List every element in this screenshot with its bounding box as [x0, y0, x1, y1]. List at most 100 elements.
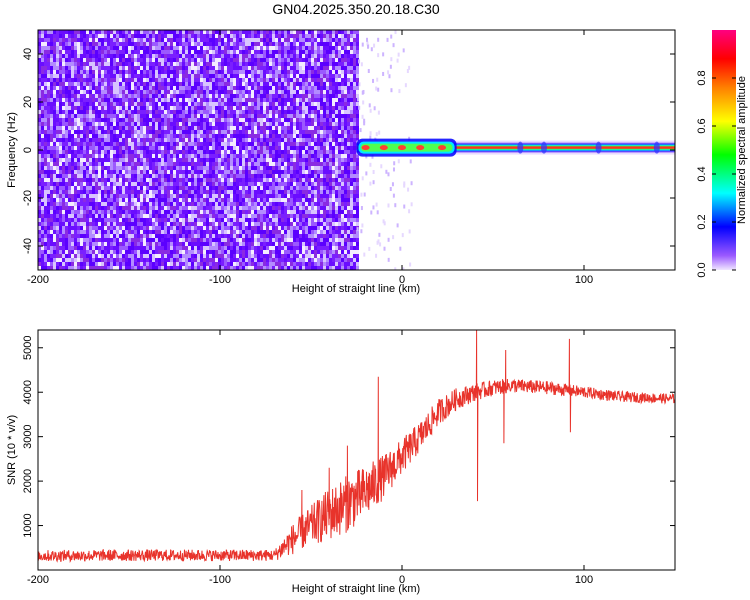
- noise-cell: [212, 74, 215, 78]
- noise-cell: [263, 166, 266, 170]
- noise-cell: [284, 74, 287, 78]
- noise-cell: [41, 234, 44, 238]
- noise-cell: [236, 94, 239, 98]
- noise-cell: [185, 110, 188, 114]
- noise-cell: [98, 102, 101, 106]
- noise-cell: [209, 102, 212, 106]
- noise-cell: [188, 138, 191, 142]
- noise-cell: [218, 130, 221, 134]
- noise-cell: [158, 166, 161, 170]
- noise-cell: [122, 78, 125, 82]
- noise-cell: [188, 254, 191, 258]
- noise-cell: [221, 214, 224, 218]
- noise-cell: [113, 150, 116, 154]
- noise-cell: [188, 222, 191, 226]
- noise-cell: [218, 190, 221, 194]
- noise-cell: [83, 230, 86, 234]
- noise-cell: [236, 262, 239, 266]
- noise-cell: [101, 262, 104, 266]
- noise-cell: [212, 134, 215, 138]
- noise-cell: [191, 90, 194, 94]
- noise-cell: [164, 222, 167, 226]
- noise-cell: [137, 110, 140, 114]
- noise-cell: [50, 178, 53, 182]
- noise-cell: [206, 130, 209, 134]
- noise-cell: [155, 166, 158, 170]
- noise-cell: [164, 170, 167, 174]
- noise-cell: [251, 210, 254, 214]
- noise-cell: [236, 258, 239, 262]
- noise-cell: [74, 134, 77, 138]
- noise-cell: [116, 46, 119, 50]
- noise-cell: [131, 238, 134, 242]
- noise-cell: [140, 142, 143, 146]
- noise-cell: [68, 34, 71, 38]
- noise-cell: [275, 122, 278, 126]
- noise-cell: [128, 70, 131, 74]
- noise-cell: [185, 238, 188, 242]
- noise-cell: [95, 130, 98, 134]
- noise-cell: [215, 134, 218, 138]
- noise-cell: [137, 66, 140, 70]
- noise-cell: [254, 258, 257, 262]
- noise-cell: [152, 90, 155, 94]
- noise-cell: [131, 114, 134, 118]
- noise-cell: [53, 98, 56, 102]
- noise-cell: [68, 154, 71, 158]
- noise-cell: [98, 258, 101, 262]
- noise-cell: [188, 166, 191, 170]
- noise-cell: [179, 134, 182, 138]
- noise-cell: [215, 234, 218, 238]
- noise-cell: [167, 94, 170, 98]
- noise-cell: [245, 242, 248, 246]
- noise-cell: [149, 30, 152, 34]
- noise-cell: [179, 170, 182, 174]
- noise-cell: [185, 54, 188, 58]
- noise-cell: [182, 106, 185, 110]
- noise-cell: [173, 50, 176, 54]
- noise-cell: [212, 158, 215, 162]
- noise-cell: [269, 190, 272, 194]
- noise-cell: [74, 178, 77, 182]
- noise-cell: [107, 46, 110, 50]
- noise-cell: [263, 206, 266, 210]
- noise-cell: [269, 238, 272, 242]
- noise-cell: [149, 198, 152, 202]
- noise-cell: [68, 226, 71, 230]
- noise-cell: [164, 162, 167, 166]
- noise-cell: [215, 166, 218, 170]
- noise-cell: [260, 258, 263, 262]
- noise-cell: [248, 254, 251, 258]
- noise-cell: [65, 254, 68, 258]
- noise-cell: [239, 170, 242, 174]
- noise-cell: [140, 46, 143, 50]
- noise-cell: [254, 186, 257, 190]
- noise-cell: [179, 254, 182, 258]
- noise-cell: [62, 122, 65, 126]
- noise-cell: [281, 194, 284, 198]
- noise-cell: [236, 206, 239, 210]
- noise-cell: [113, 238, 116, 242]
- noise-cell: [194, 70, 197, 74]
- noise-cell: [191, 194, 194, 198]
- noise-cell: [212, 70, 215, 74]
- noise-cell: [176, 90, 179, 94]
- noise-cell: [203, 102, 206, 106]
- noise-cell: [212, 202, 215, 206]
- noise-cell: [194, 94, 197, 98]
- noise-cell: [254, 246, 257, 250]
- noise-cell: [266, 142, 269, 146]
- noise-cell: [56, 210, 59, 214]
- noise-cell: [71, 258, 74, 262]
- noise-cell: [209, 150, 212, 154]
- noise-cell: [167, 38, 170, 42]
- noise-cell: [278, 238, 281, 242]
- noise-cell: [161, 158, 164, 162]
- noise-cell: [98, 262, 101, 266]
- noise-cell: [266, 102, 269, 106]
- noise-cell: [197, 230, 200, 234]
- noise-cell: [203, 106, 206, 110]
- noise-cell: [116, 114, 119, 118]
- noise-cell: [248, 262, 251, 266]
- noise-cell: [281, 162, 284, 166]
